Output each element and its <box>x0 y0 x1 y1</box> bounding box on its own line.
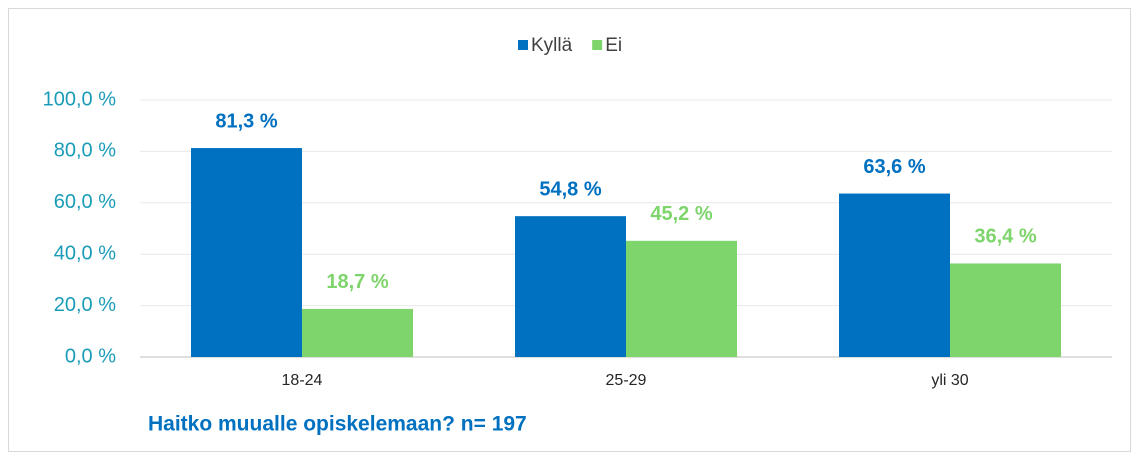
value-label: 54,8 % <box>539 178 601 200</box>
y-tick-label: 60,0 % <box>54 191 116 213</box>
value-label: 63,6 % <box>863 156 925 178</box>
bar <box>515 216 626 357</box>
y-tick-label: 20,0 % <box>54 294 116 316</box>
y-tick-label: 40,0 % <box>54 242 116 264</box>
legend-label: Ei <box>605 35 622 56</box>
value-label: 81,3 % <box>215 110 277 132</box>
y-tick-label: 100,0 % <box>43 88 117 110</box>
bar <box>626 240 737 357</box>
value-label: 36,4 % <box>974 226 1036 248</box>
value-label: 45,2 % <box>650 203 712 225</box>
legend-label: Kyllä <box>531 35 573 56</box>
bar <box>839 193 950 357</box>
legend-swatch <box>518 40 528 50</box>
chart-title: Haitko muualle opiskelemaan? n= 197 <box>148 413 527 436</box>
y-tick-label: 0,0 % <box>65 345 116 367</box>
bar <box>302 308 413 357</box>
x-tick-label: yli 30 <box>931 372 968 389</box>
value-label: 18,7 % <box>326 271 388 293</box>
legend-swatch <box>592 40 603 50</box>
bar <box>950 263 1061 357</box>
x-tick-label: 18-24 <box>282 372 323 389</box>
bar <box>191 148 302 357</box>
x-tick-label: 25-29 <box>606 372 647 389</box>
y-tick-label: 80,0 % <box>54 140 116 162</box>
